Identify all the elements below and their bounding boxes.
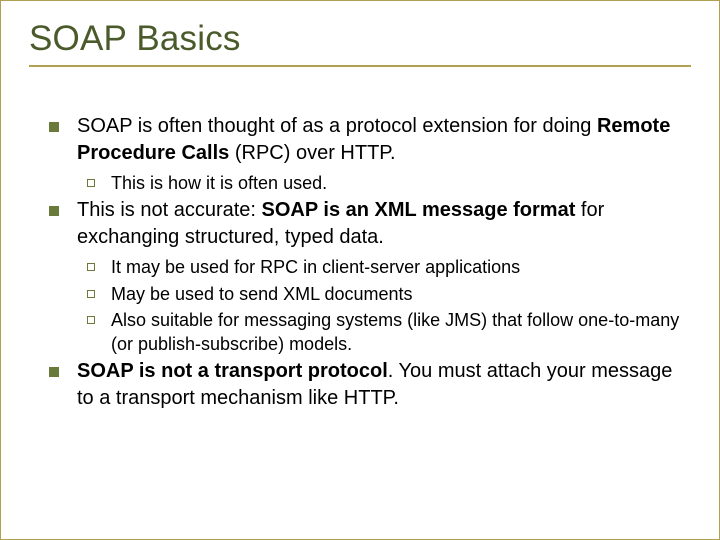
bullet-level2: May be used to send XML documents <box>87 282 687 306</box>
bullet-level1: SOAP is often thought of as a protocol e… <box>49 113 687 167</box>
square-bullet-icon <box>49 122 59 132</box>
hollow-square-bullet-icon <box>87 316 95 324</box>
bullet-text: May be used to send XML documents <box>111 282 687 306</box>
bullet-text: It may be used for RPC in client-server … <box>111 255 687 279</box>
slide-title: SOAP Basics <box>29 19 691 67</box>
bullet-level2: It may be used for RPC in client-server … <box>87 255 687 279</box>
bullet-level1: This is not accurate: SOAP is an XML mes… <box>49 197 687 251</box>
square-bullet-icon <box>49 206 59 216</box>
bullet-text: SOAP is not a transport protocol. You mu… <box>77 358 687 412</box>
hollow-square-bullet-icon <box>87 263 95 271</box>
bullet-text: SOAP is often thought of as a protocol e… <box>77 113 687 167</box>
slide-content: SOAP is often thought of as a protocol e… <box>29 113 691 412</box>
bullet-level2: Also suitable for messaging systems (lik… <box>87 308 687 357</box>
hollow-square-bullet-icon <box>87 290 95 298</box>
bullet-level1: SOAP is not a transport protocol. You mu… <box>49 358 687 412</box>
bullet-text: Also suitable for messaging systems (lik… <box>111 308 687 357</box>
bullet-text: This is not accurate: SOAP is an XML mes… <box>77 197 687 251</box>
square-bullet-icon <box>49 367 59 377</box>
bullet-text: This is how it is often used. <box>111 171 687 195</box>
bullet-level2: This is how it is often used. <box>87 171 687 195</box>
slide: SOAP Basics SOAP is often thought of as … <box>0 0 720 540</box>
hollow-square-bullet-icon <box>87 179 95 187</box>
